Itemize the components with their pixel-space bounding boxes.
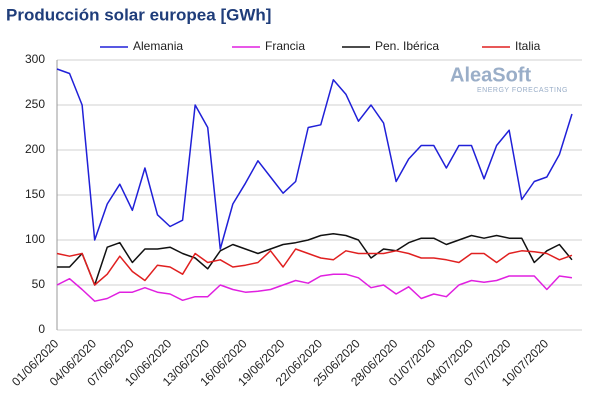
y-tick-label: 250 [25, 97, 45, 111]
series-line [56, 248, 573, 286]
legend-label: Alemania [133, 39, 183, 53]
logo: AleaSoft [450, 64, 531, 86]
chart-title: Producción solar europea [GWh] [6, 5, 271, 24]
logo-subtitle: ENERGY FORECASTING [477, 87, 568, 94]
y-tick-label: 300 [25, 52, 45, 66]
series-line [56, 273, 573, 302]
legend-label: Pen. Ibérica [375, 39, 439, 53]
legend-label: Italia [515, 39, 541, 53]
legend-label: Francia [265, 39, 305, 53]
y-tick-label: 100 [25, 232, 45, 246]
y-tick-label: 0 [38, 322, 45, 336]
y-tick-label: 150 [25, 187, 45, 201]
y-tick-label: 50 [32, 277, 46, 291]
series-line [56, 68, 573, 250]
y-tick-label: 200 [25, 142, 45, 156]
series-line [57, 232, 573, 286]
